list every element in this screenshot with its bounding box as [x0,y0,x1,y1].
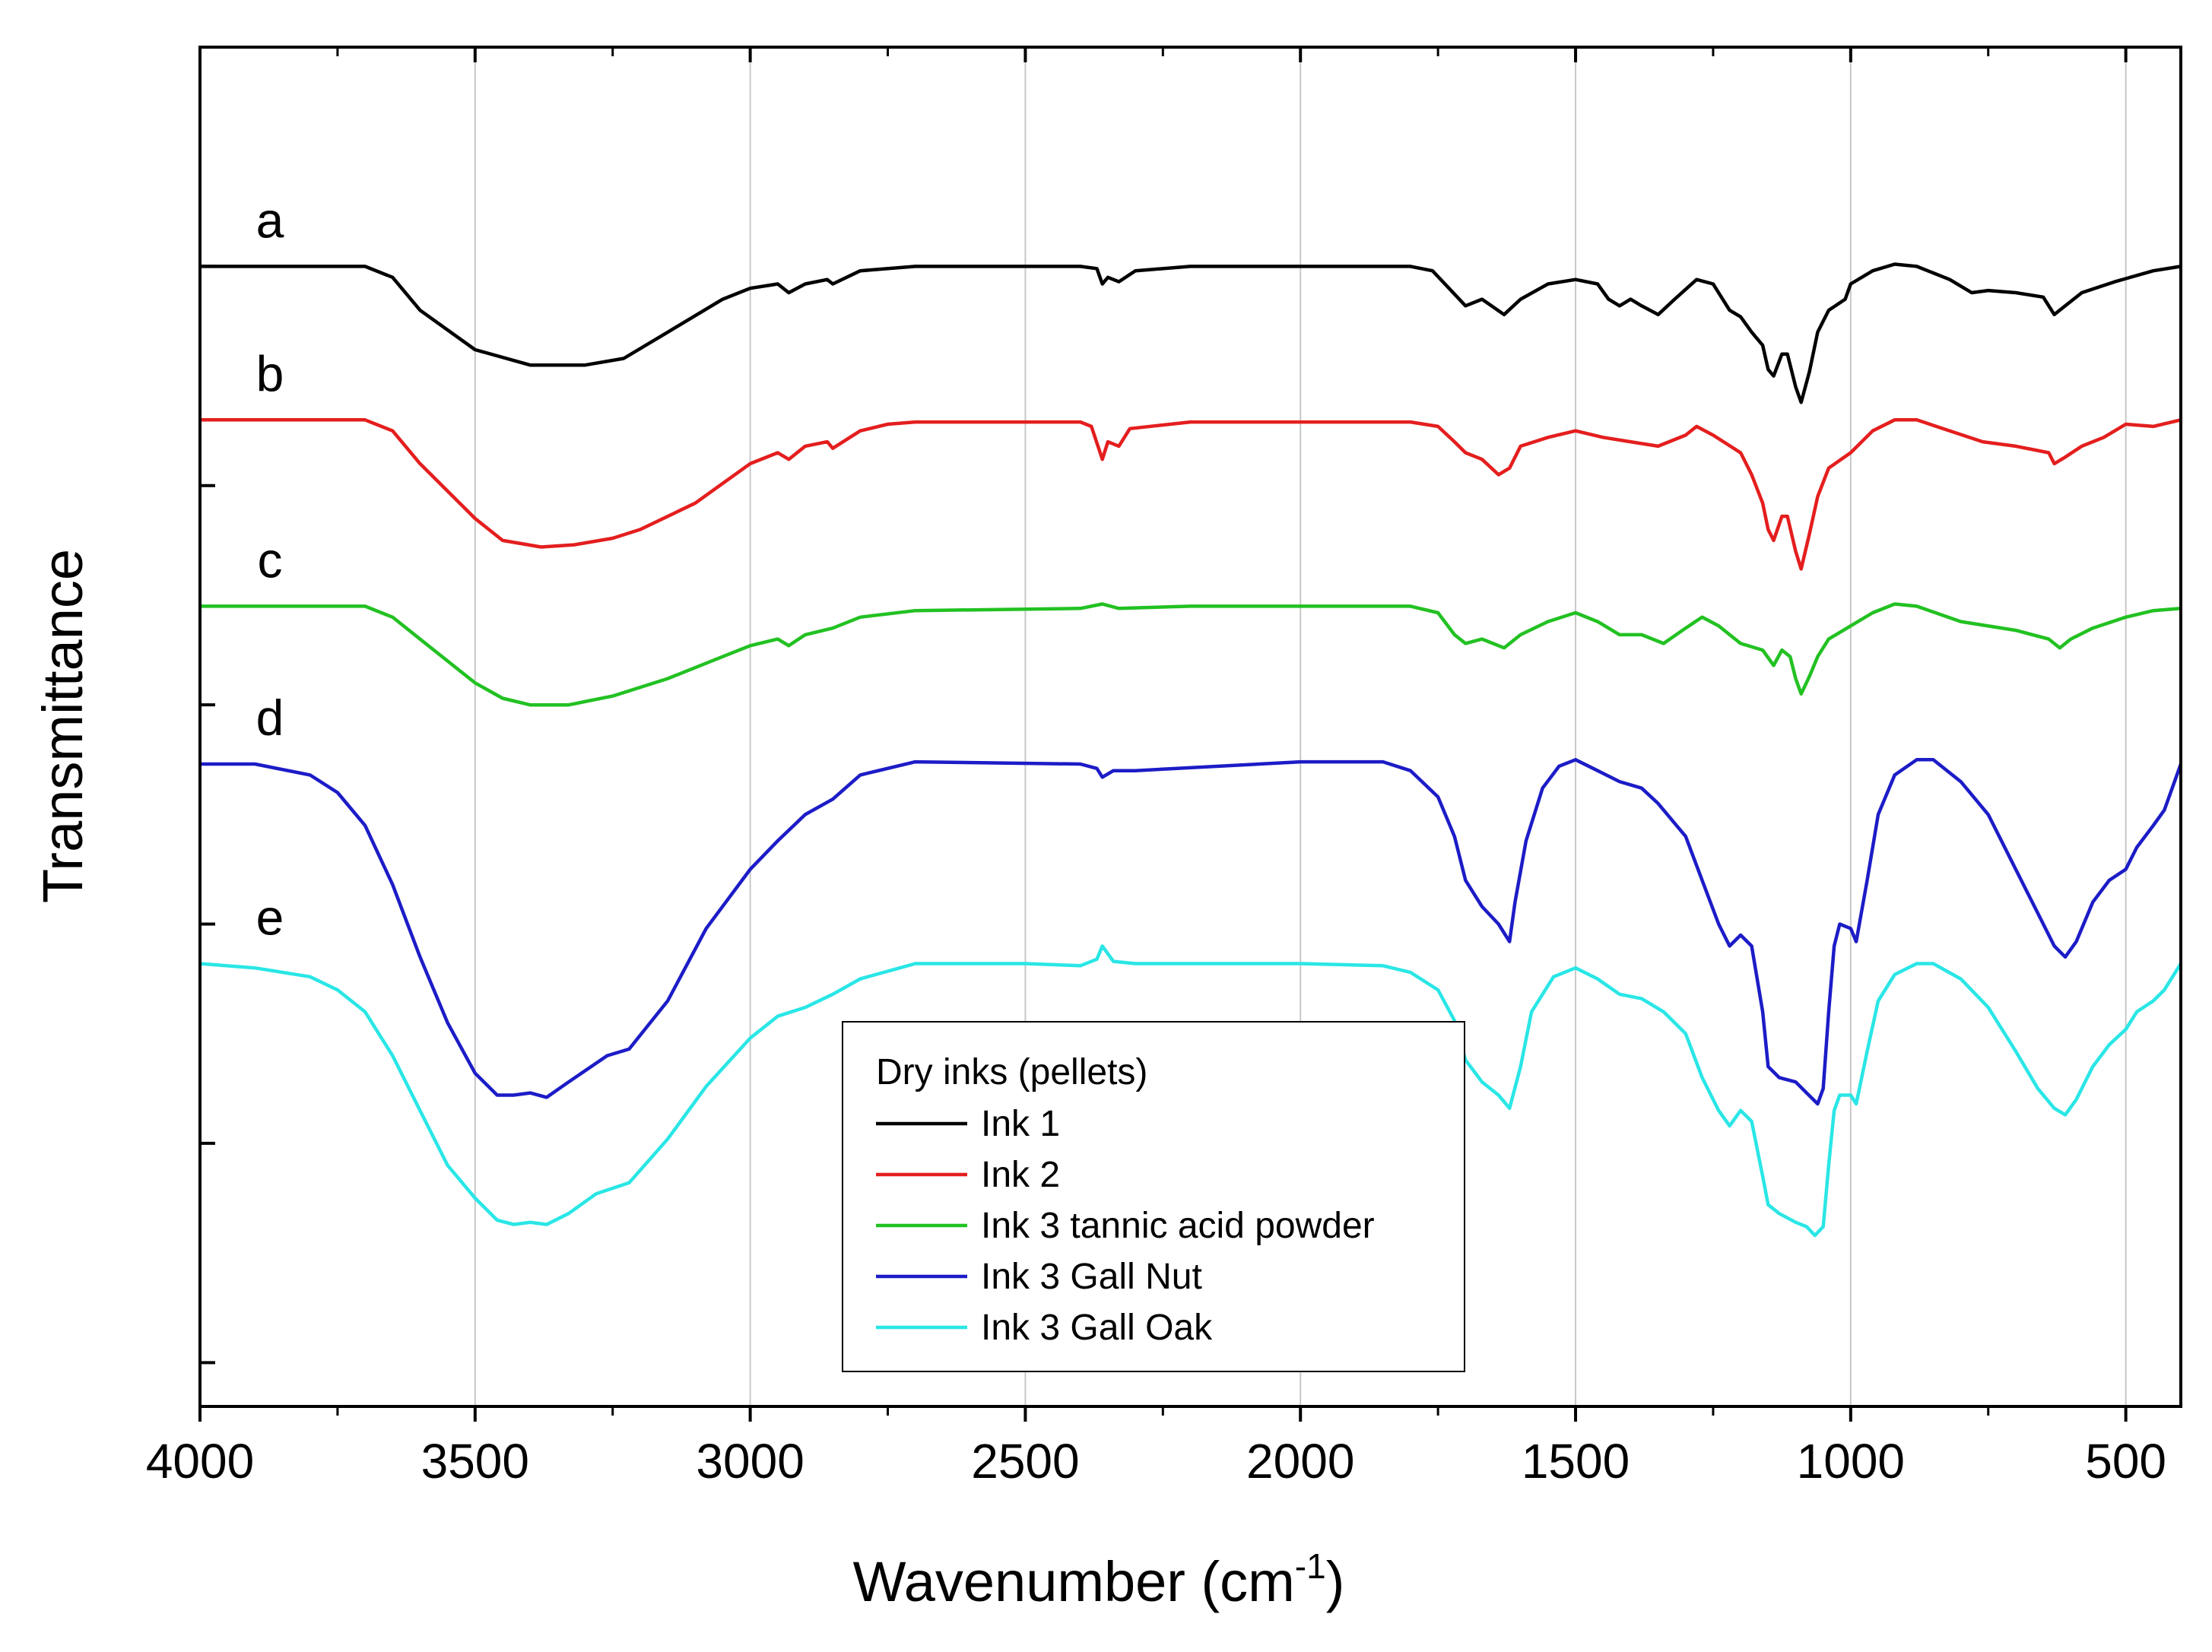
legend-label-2: Ink 2 [981,1155,1060,1195]
x-tick-label-2500: 2500 [971,1434,1079,1489]
spectra-curves [199,262,2183,1238]
curve-label-a: a [256,192,284,248]
legend-box [842,1021,1465,1372]
x-tick-label-3500: 3500 [421,1434,529,1489]
x-tick-label-1000: 1000 [1797,1434,1905,1489]
x-tick-label-3000: 3000 [696,1434,804,1489]
legend-label-3: Ink 3 tannic acid powder [981,1206,1375,1246]
legend-label-4: Ink 3 Gall Nut [981,1257,1202,1297]
curve-label-d: d [256,690,284,746]
axis-ticks [198,47,2128,1422]
series-line-5 [199,944,2182,1238]
legend-label-5: Ink 3 Gall Oak [981,1308,1213,1348]
series-line-3 [200,602,2182,707]
vertical-gridlines [474,47,2127,1406]
legend-label-1: Ink 1 [981,1104,1060,1144]
plot-frame [198,46,2182,1408]
y-axis-title: Transmittance [31,549,94,903]
series-line-1 [200,262,2182,404]
series-line-2 [200,418,2182,571]
x-tick-label-1500: 1500 [1522,1434,1630,1489]
legend-entries: Ink 1 Ink 2 Ink 3 tannic acid powder Ink 3 … [876,1104,1375,1348]
x-axis-title: Wavenumber (cm-1) [853,1546,1345,1613]
series-line-4 [200,758,2183,1106]
x-axis-title-end: ) [1326,1550,1345,1613]
legend: Dry inks (pellets) Ink 1 Ink 2 Ink 3 tanni… [842,1021,1465,1372]
x-axis-title-superscript: -1 [1295,1546,1326,1586]
legend-title: Dry inks (pellets) [876,1052,1147,1092]
curve-label-b: b [256,345,284,401]
x-tick-label-4000: 4000 [146,1434,254,1489]
x-tick-label-2000: 2000 [1246,1434,1354,1489]
curve-label-c: c [258,531,283,588]
curve-letter-labels: a b c d e [256,192,284,945]
x-tick-labels: 4000 3500 3000 2500 2000 1500 1000 500 [146,1434,2166,1489]
curve-label-e: e [256,889,284,945]
x-tick-label-500: 500 [2085,1434,2166,1489]
x-axis-title-main: Wavenumber (cm [853,1550,1295,1613]
